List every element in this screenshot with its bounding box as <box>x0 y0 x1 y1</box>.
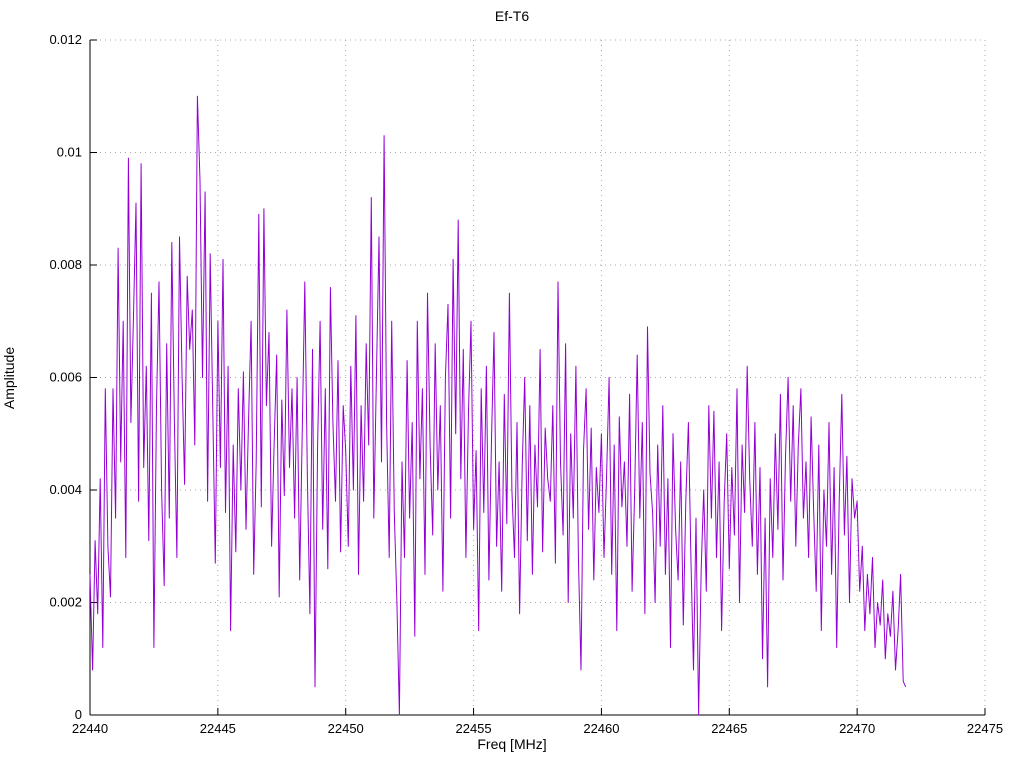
y-tick-label: 0.01 <box>57 145 82 160</box>
chart-title: Ef-T6 <box>494 8 530 24</box>
x-tick-label: 22445 <box>200 721 236 736</box>
y-tick-label: 0 <box>75 707 82 722</box>
x-tick-label: 22450 <box>328 721 364 736</box>
x-tick-label: 22465 <box>711 721 747 736</box>
x-tick-label: 22455 <box>455 721 491 736</box>
y-tick-label: 0.006 <box>49 370 82 385</box>
spectrum-line <box>89 95 907 716</box>
y-axis-label: Amplitude <box>1 346 17 410</box>
y-tick-label: 0.012 <box>49 32 82 47</box>
y-tick-label: 0.008 <box>49 257 82 272</box>
x-tick-label: 22475 <box>967 721 1003 736</box>
x-tick-label: 22470 <box>839 721 875 736</box>
y-tick-label: 0.002 <box>49 595 82 610</box>
x-axis-label: Freq [MHz] <box>477 736 547 752</box>
y-tick-label: 0.004 <box>49 482 82 497</box>
x-tick-label: 22460 <box>583 721 619 736</box>
x-tick-label: 22440 <box>72 721 108 736</box>
